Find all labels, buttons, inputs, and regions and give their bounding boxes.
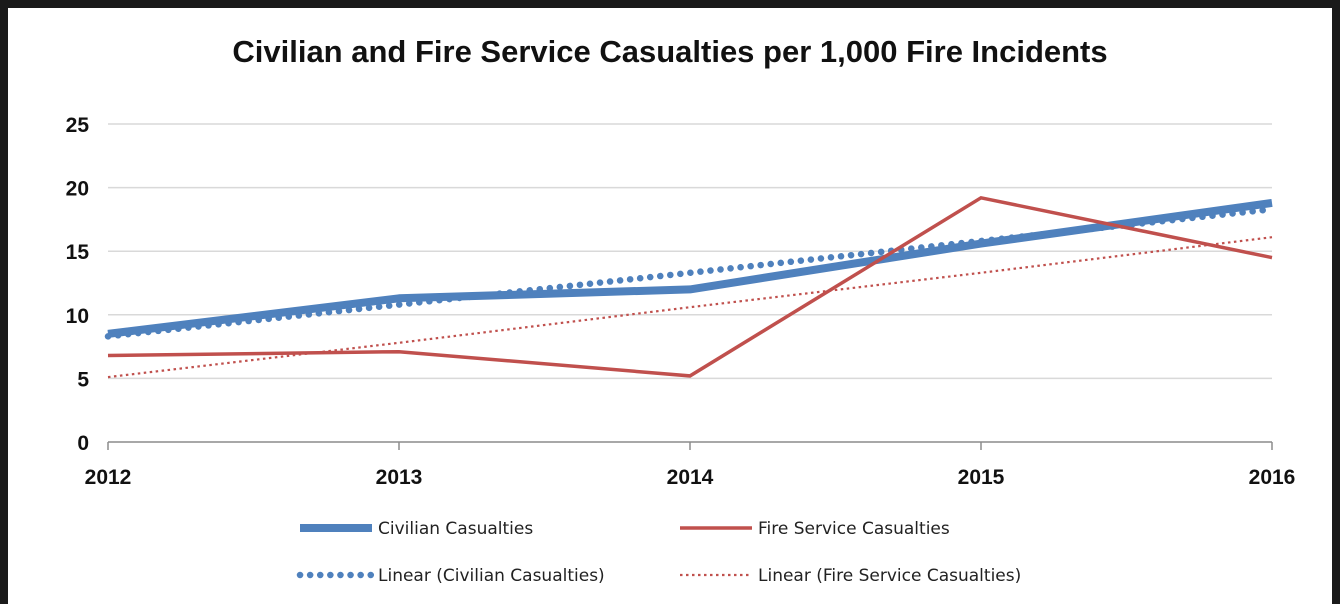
- y-tick-labels: 0 5 10 15 20 25: [66, 114, 90, 455]
- series-line-linear-civilian-casualties: [104, 205, 1276, 340]
- y-tick-label: 25: [66, 114, 90, 137]
- y-tick-label: 10: [66, 305, 89, 328]
- legend: Civilian Casualties Fire Service Casualti…: [296, 519, 1021, 586]
- chart-title: Civilian and Fire Service Casualties per…: [232, 34, 1108, 69]
- x-tick-label: 2016: [1249, 466, 1296, 489]
- y-tick-label: 15: [66, 241, 90, 264]
- series-line-civilian-casualties: [107, 198, 1273, 338]
- x-tick-label: 2013: [376, 466, 423, 489]
- legend-label: Linear (Civilian Casualties): [378, 566, 605, 586]
- y-tick-label: 20: [66, 178, 89, 201]
- legend-label: Civilian Casualties: [378, 519, 533, 539]
- x-tick-label: 2014: [667, 466, 714, 489]
- x-tick-label: 2012: [85, 466, 132, 489]
- gridlines: [108, 123, 1272, 380]
- legend-label: Linear (Fire Service Casualties): [758, 566, 1021, 586]
- x-tick-labels: 2012 2013 2014 2015 2016: [85, 466, 1296, 489]
- axes: [107, 441, 1273, 450]
- series-line-fire-service-casualties: [107, 195, 1273, 378]
- series-lines: [104, 195, 1276, 379]
- legend-label: Fire Service Casualties: [758, 519, 950, 539]
- x-tick-label: 2015: [958, 466, 1005, 489]
- y-tick-label: 5: [77, 368, 89, 391]
- y-tick-label: 0: [77, 432, 89, 455]
- series-line-linear-fire-service-casualties: [107, 236, 1273, 379]
